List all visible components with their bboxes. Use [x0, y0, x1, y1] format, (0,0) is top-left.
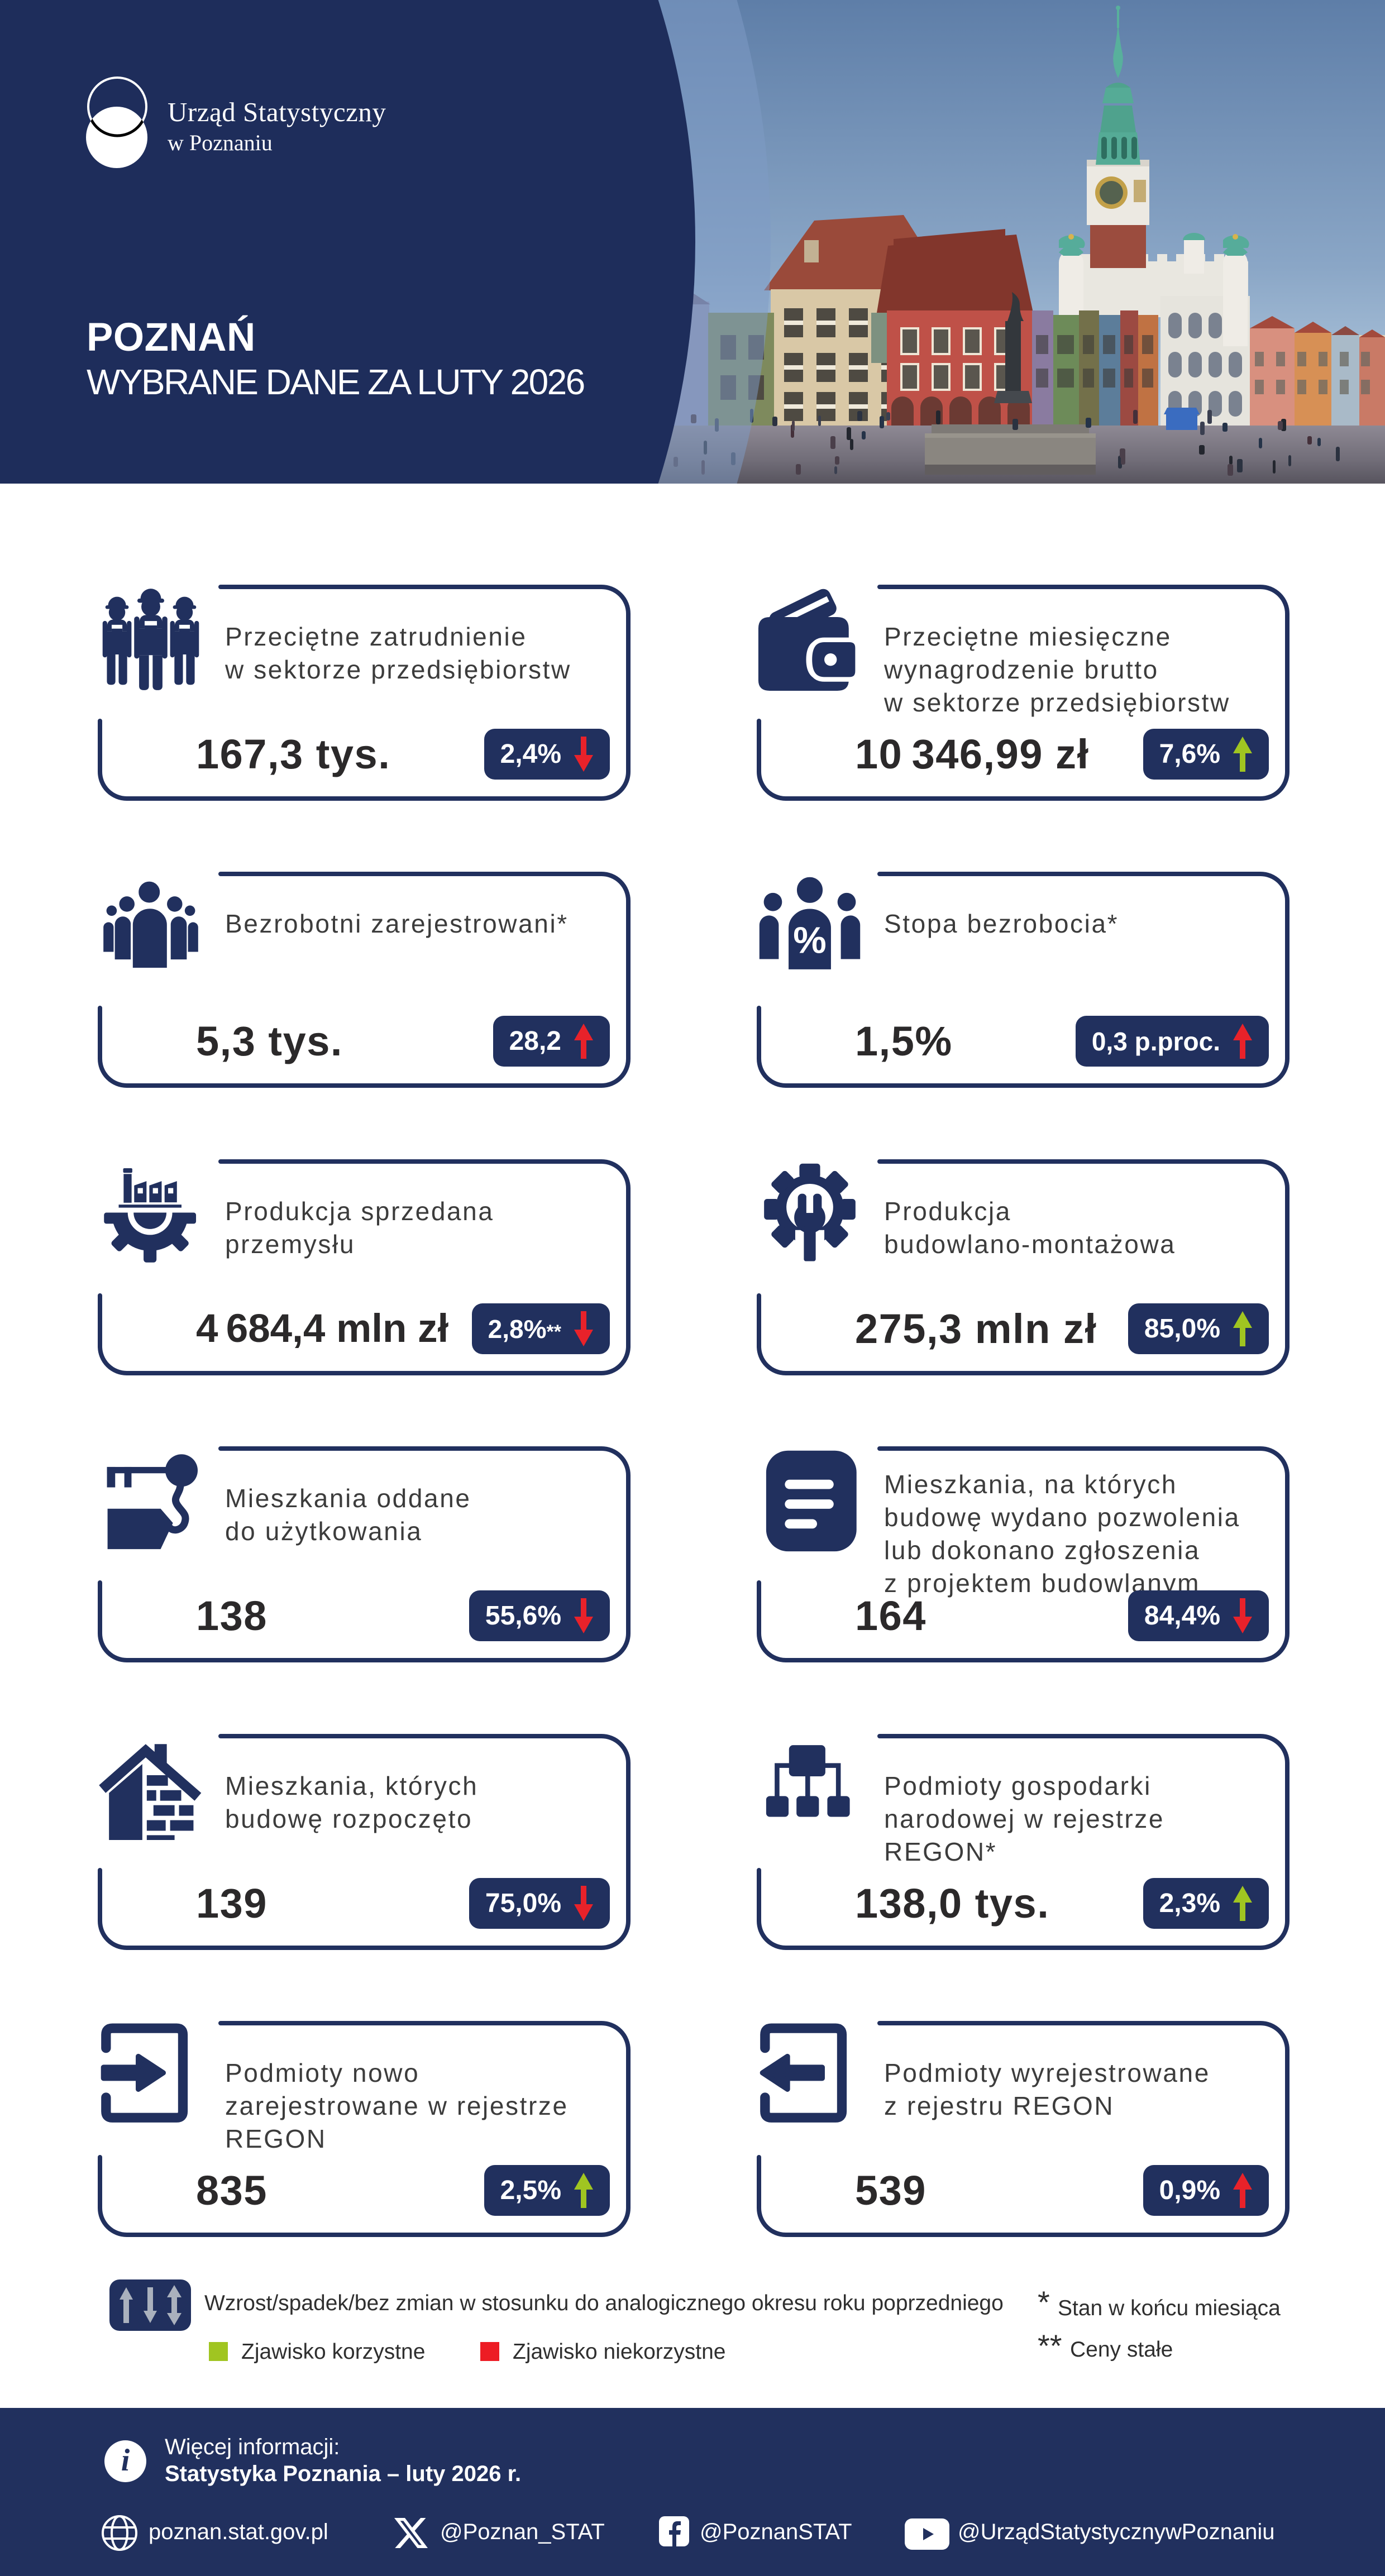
svg-text:%: %	[793, 919, 827, 961]
